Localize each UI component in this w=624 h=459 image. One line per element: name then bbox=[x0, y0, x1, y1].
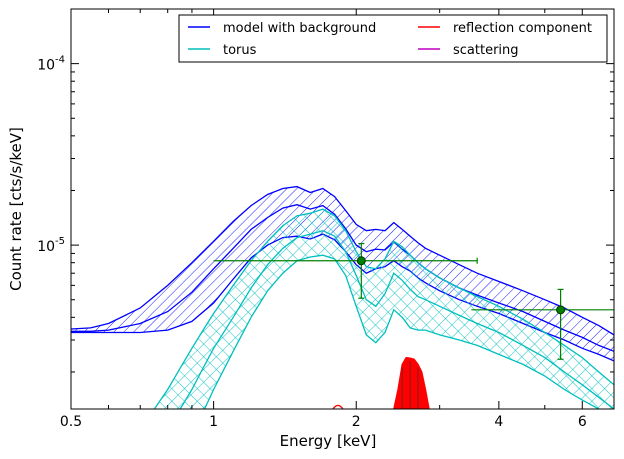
plot-area bbox=[71, 185, 614, 409]
x-tick-label: 6 bbox=[578, 414, 587, 430]
x-tick-label: 1 bbox=[209, 414, 218, 430]
band-torus bbox=[154, 209, 614, 409]
central-line-model-with-background bbox=[71, 204, 614, 352]
y-tick-label: 10-5 bbox=[37, 236, 65, 255]
legend: model with background reflection componen… bbox=[178, 14, 608, 63]
data-point-1 bbox=[213, 242, 478, 299]
data-marker bbox=[556, 305, 566, 315]
series-reflection-component bbox=[332, 356, 430, 409]
x-tick-label: 2 bbox=[352, 414, 361, 430]
central-line-torus bbox=[179, 230, 614, 409]
legend-label-reflection-component: reflection component bbox=[453, 21, 592, 36]
legend-label-torus: torus bbox=[223, 43, 257, 58]
x-axis-label: Energy [keV] bbox=[280, 432, 377, 450]
legend-label-scattering: scattering bbox=[453, 43, 519, 58]
data-points bbox=[213, 242, 614, 360]
y-tick-label: 10-4 bbox=[37, 55, 65, 74]
series-torus bbox=[153, 208, 614, 409]
upper-line-reflection-component bbox=[393, 356, 430, 409]
axis-ticks: 0.5 1 2 4 6 10-5 10-4 bbox=[37, 8, 615, 430]
x-tick-label: 4 bbox=[494, 414, 503, 430]
lower-line-torus bbox=[203, 254, 600, 409]
legend-label-model-with-background: model with background bbox=[223, 21, 376, 36]
upper-line-torus bbox=[153, 208, 614, 409]
legend-box bbox=[178, 14, 608, 63]
band-model-with-background bbox=[71, 186, 614, 361]
plot-frame bbox=[70, 8, 615, 410]
x-tick-label: 0.5 bbox=[60, 414, 82, 430]
upper-line-model-with-background bbox=[71, 185, 614, 336]
bump-reflection-component bbox=[332, 404, 344, 409]
data-point-2 bbox=[471, 288, 614, 360]
data-marker bbox=[356, 256, 366, 266]
y-axis-label: Count rate [cts/s/keV] bbox=[7, 127, 25, 291]
